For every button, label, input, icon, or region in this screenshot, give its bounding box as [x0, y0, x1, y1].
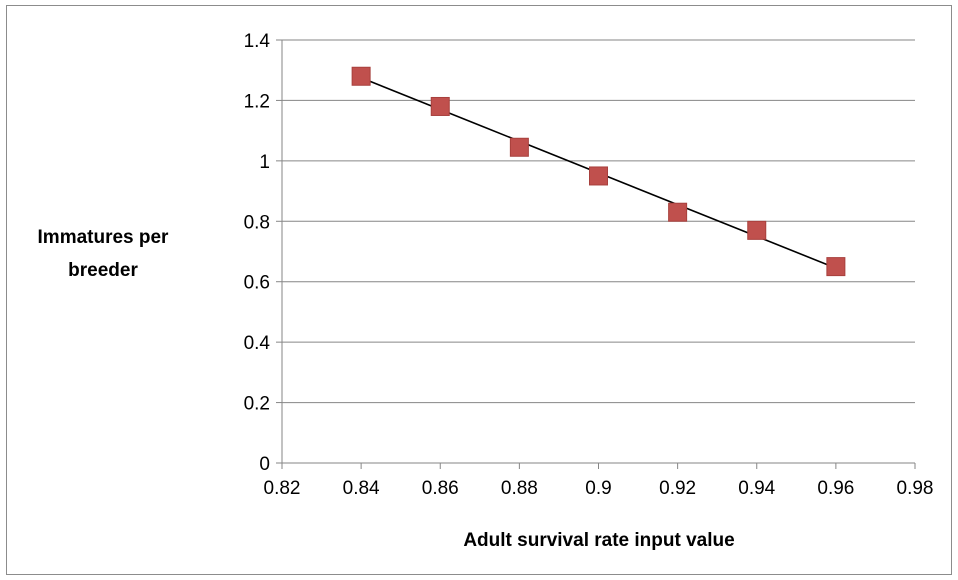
y-tick-label: 1.4 — [244, 31, 271, 52]
data-point-square — [430, 96, 450, 116]
data-point-square — [668, 202, 688, 222]
scatter-chart: 0 0.2 0.4 0.6 0.8 1 1.2 1.4 0.82 0.84 0.86 0.88 0.9… — [38, 31, 934, 551]
x-tick-labels: 0.82 0.84 0.86 0.88 0.9 0.92 0.94 0.96 0.98 — [264, 478, 934, 499]
data-point-square — [351, 66, 371, 86]
data-point-square — [826, 257, 846, 277]
y-tick-label: 0.6 — [244, 273, 270, 294]
y-tick-label: 0.4 — [244, 333, 271, 354]
data-point-square — [509, 137, 529, 157]
x-tick-label: 0.9 — [585, 478, 611, 499]
x-tick-label: 0.94 — [738, 478, 775, 499]
y-tick-label: 1 — [259, 152, 270, 173]
x-tick-label: 0.88 — [501, 478, 538, 499]
x-tick-label: 0.96 — [817, 478, 854, 499]
axes — [276, 39, 916, 469]
chart-frame: 0 0.2 0.4 0.6 0.8 1 1.2 1.4 0.82 0.84 0.86 0.88 0.9… — [6, 5, 952, 575]
y-axis-title-line-2: breeder — [68, 260, 138, 281]
x-tick-label: 0.86 — [422, 478, 459, 499]
y-tick-label: 0 — [259, 454, 270, 475]
grid-lines — [282, 39, 915, 404]
y-tick-label: 0.8 — [244, 212, 270, 233]
data-point-square — [747, 220, 767, 240]
y-tick-label: 0.2 — [244, 394, 270, 415]
x-axis-title: Adult survival rate input value — [463, 530, 734, 551]
x-tick-label: 0.82 — [264, 478, 301, 499]
x-tick-label: 0.92 — [659, 478, 696, 499]
data-point-square — [589, 166, 608, 186]
y-axis-title-line-1: Immatures per — [38, 227, 170, 248]
x-tick-label: 0.98 — [897, 478, 934, 499]
y-tick-labels: 0 0.2 0.4 0.6 0.8 1 1.2 1.4 — [244, 31, 271, 475]
x-tick-label: 0.84 — [343, 478, 380, 499]
data-points — [351, 66, 846, 277]
y-tick-label: 1.2 — [244, 91, 270, 112]
